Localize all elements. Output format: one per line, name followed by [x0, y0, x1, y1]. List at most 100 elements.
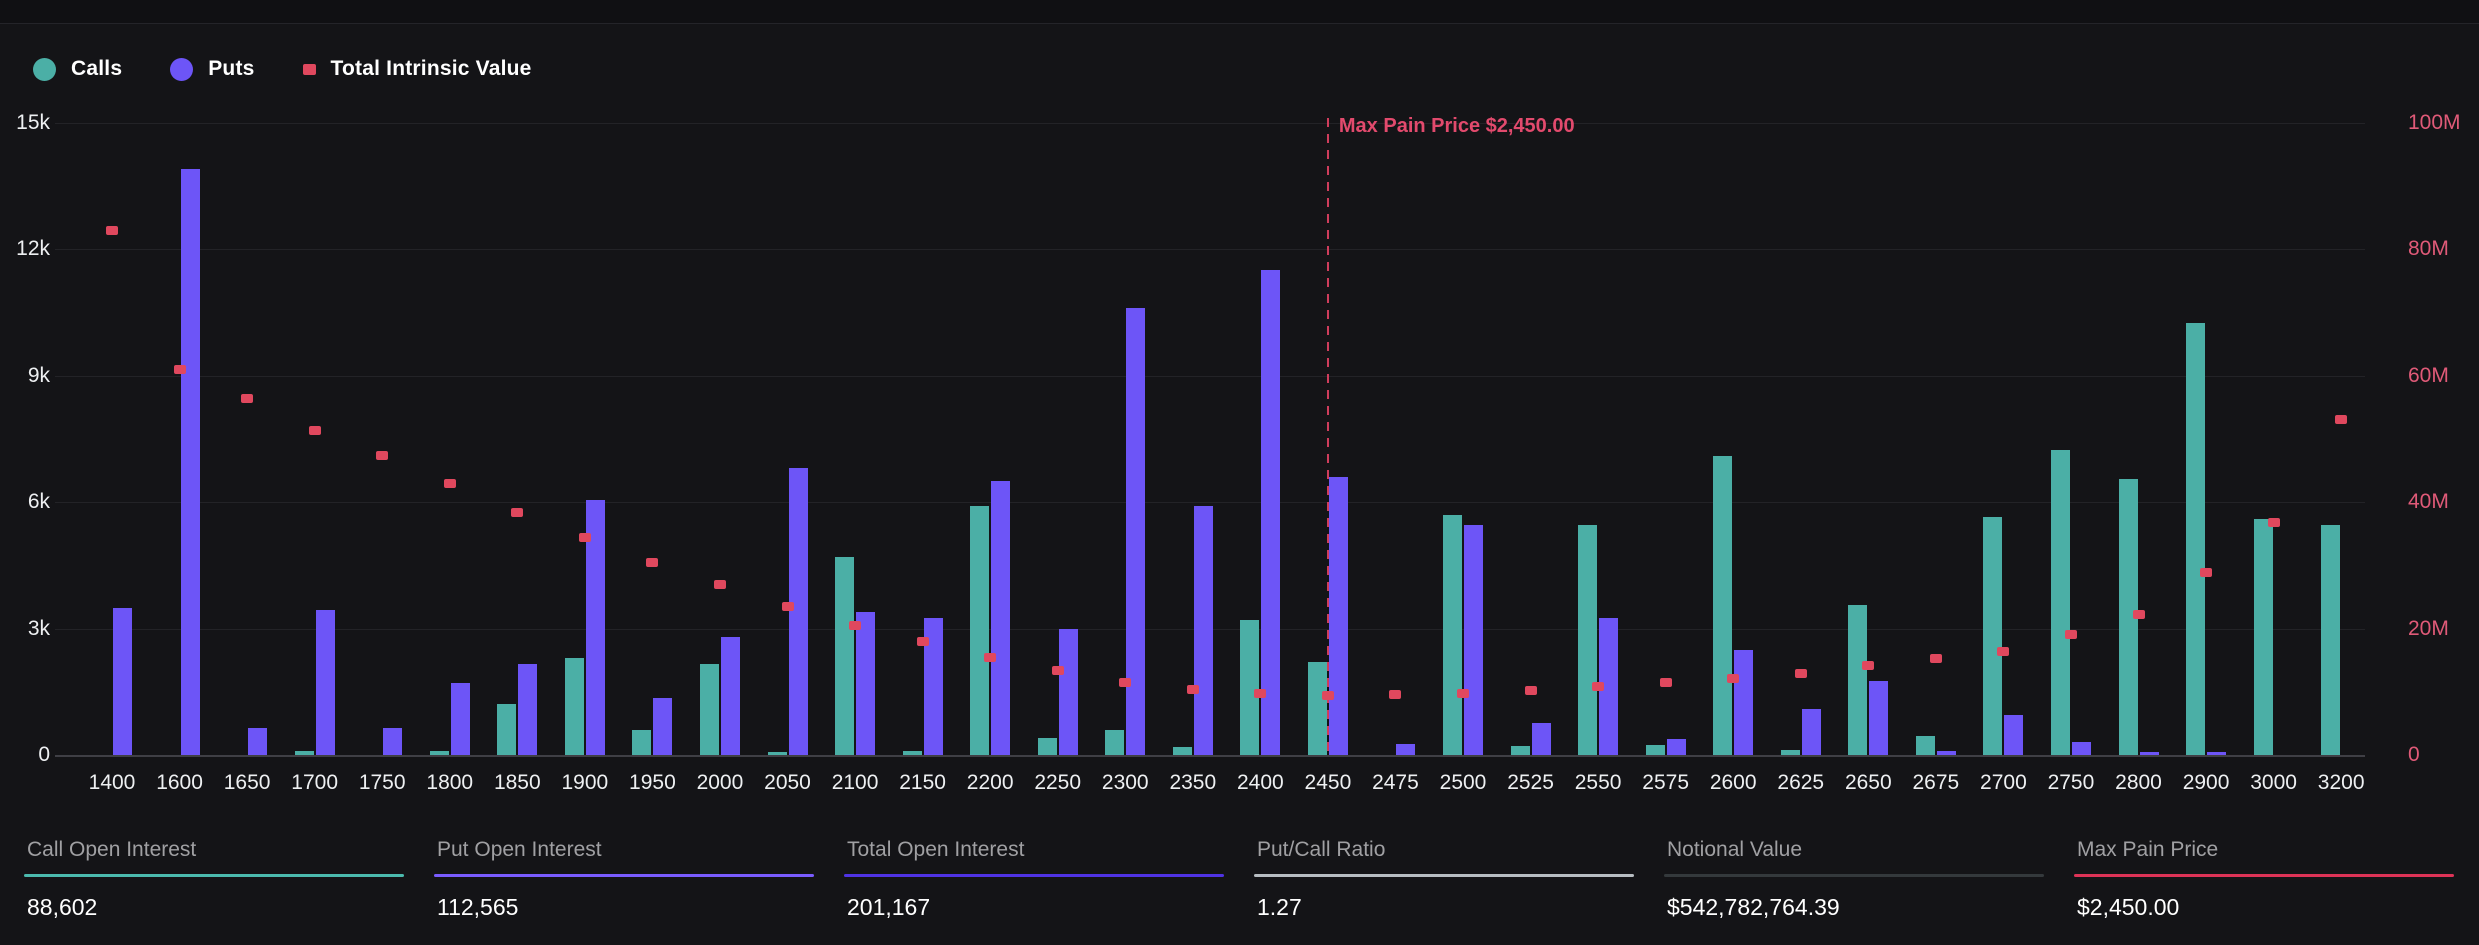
put-bar-strike-2450 [1328, 476, 1348, 755]
intrinsic-value-dot-strike-1750 [376, 450, 389, 460]
call-bar-strike-2050 [767, 752, 787, 755]
put-bar-strike-2200 [991, 481, 1011, 755]
put-bar-strike-2600 [1734, 649, 1754, 755]
chart-legend: Calls Puts Total Intrinsic Value [33, 57, 532, 81]
gridline [55, 123, 2365, 124]
call-bar-strike-2000 [699, 664, 719, 755]
x-axis-label-strike-1650: 1650 [223, 771, 271, 794]
put-bar-strike-2675 [1936, 750, 1956, 755]
legend-item-puts[interactable]: Puts [170, 57, 254, 81]
call-bar-strike-2900 [2186, 323, 2206, 755]
call-bar-strike-2150 [902, 750, 922, 755]
x-axis-label-strike-2450: 2450 [1304, 771, 1352, 794]
put-bar-strike-1750 [383, 727, 403, 755]
legend-item-label: Total Intrinsic Value [330, 57, 532, 80]
intrinsic-value-dot-strike-2900 [2200, 568, 2213, 578]
put-bar-strike-2625 [1801, 709, 1821, 755]
intrinsic-value-dot-strike-3200 [2335, 414, 2348, 424]
call-bar-strike-2400 [1240, 620, 1260, 755]
y-axis-label-right: 40M [2408, 490, 2449, 514]
put-bar-strike-1900 [585, 500, 605, 755]
intrinsic-value-dot-strike-2350 [1186, 684, 1199, 694]
x-axis-label-strike-2700: 2700 [1980, 771, 2027, 794]
put-bar-strike-2525 [1531, 722, 1551, 755]
call-bar-strike-2575 [1645, 744, 1665, 755]
gridline [55, 249, 2365, 251]
call-bar-strike-1950 [632, 729, 652, 755]
put-bar-strike-2575 [1666, 738, 1686, 755]
put-bar-strike-2650 [1869, 681, 1889, 755]
intrinsic-value-dot-strike-1400 [106, 226, 118, 236]
put-bar-strike-1600 [180, 169, 200, 755]
call-bar-strike-2525 [1510, 745, 1530, 755]
x-axis-label-strike-2625: 2625 [1777, 771, 1825, 794]
x-axis-label-strike-1950: 1950 [629, 771, 676, 794]
call-bar-strike-2700 [1983, 516, 2003, 755]
stat-value: 88,602 [27, 894, 98, 920]
x-axis-label-strike-2200: 2200 [966, 771, 1014, 794]
call-bar-strike-2675 [1915, 736, 1935, 755]
call-bar-strike-2450 [1307, 662, 1327, 755]
intrinsic-value-dot-strike-2100 [849, 621, 862, 631]
call-bar-strike-2650 [1848, 605, 1868, 755]
legend-item-calls[interactable]: Calls [33, 57, 122, 81]
max-pain-annotation-label: Max Pain Price $2,450.00 [1338, 115, 1575, 137]
legend-item-total-intrinsic-value[interactable]: Total Intrinsic Value [302, 57, 532, 81]
intrinsic-value-dot-strike-2250 [1051, 665, 1064, 675]
stat-value: $542,782,764.39 [1667, 894, 1840, 920]
put-bar-strike-1850 [518, 664, 538, 755]
intrinsic-value-dot-strike-1700 [308, 425, 321, 435]
intrinsic-value-dot-strike-2475 [1389, 689, 1402, 699]
call-bar-strike-2100 [835, 556, 855, 755]
x-axis-label-strike-1800: 1800 [426, 771, 474, 794]
call-bar-strike-1850 [497, 704, 517, 755]
stat-accent-underline [844, 874, 1224, 877]
call-bar-strike-2350 [1172, 746, 1192, 755]
intrinsic-value-dot-strike-1900 [578, 532, 591, 542]
intrinsic-value-dot-strike-2800 [2132, 610, 2145, 620]
x-axis-label-strike-2100: 2100 [831, 771, 879, 794]
x-axis-label-strike-2600: 2600 [1709, 771, 1757, 794]
y-axis-label-left: 6k [27, 490, 50, 514]
x-axis-label-strike-1600: 1600 [156, 771, 203, 794]
put-bar-strike-2000 [720, 637, 740, 755]
stat-accent-underline [2074, 874, 2454, 877]
put-bar-strike-2250 [1058, 628, 1078, 755]
legend-item-label: Puts [208, 57, 255, 80]
stat-value: 201,167 [847, 894, 931, 920]
call-bar-strike-1900 [564, 658, 584, 755]
call-bar-strike-1800 [429, 750, 449, 755]
intrinsic-value-dot-strike-2525 [1524, 685, 1537, 695]
call-bar-strike-2500 [1443, 514, 1462, 755]
intrinsic-value-dot-strike-2150 [916, 637, 929, 647]
intrinsic-value-dot-strike-2675 [1929, 654, 1942, 664]
stat-label: Total Open Interest [847, 838, 1025, 861]
y-axis-label-right: 60M [2408, 363, 2449, 387]
x-axis-label-strike-2150: 2150 [899, 771, 946, 794]
intrinsic-value-dot-strike-2700 [1997, 646, 2010, 656]
y-axis-label-right: 20M [2408, 616, 2449, 640]
intrinsic-value-dot-strike-2550 [1592, 682, 1605, 692]
stat-max-pain-price: Max Pain Price $2,450.00 [2074, 838, 2454, 928]
x-axis-label-strike-2650: 2650 [1844, 771, 1892, 794]
x-axis-label-strike-2350: 2350 [1169, 771, 1217, 794]
put-bar-strike-2500 [1464, 525, 1483, 755]
stat-label: Put Open Interest [437, 838, 602, 861]
put-bar-strike-2050 [788, 468, 808, 755]
x-axis-label-strike-2525: 2525 [1507, 771, 1554, 794]
x-axis-label-strike-2900: 2900 [2182, 771, 2230, 794]
put-bar-strike-1700 [315, 609, 335, 755]
x-axis-label-strike-1900: 1900 [561, 771, 609, 794]
intrinsic-value-dot-strike-3000 [2267, 518, 2280, 528]
call-bar-strike-1700 [294, 750, 314, 755]
call-bar-strike-2750 [2050, 449, 2070, 755]
stat-total-open-interest: Total Open Interest 201,167 [844, 838, 1224, 928]
y-axis-label-left: 3k [27, 616, 50, 640]
x-axis-label-strike-2300: 2300 [1101, 771, 1149, 794]
x-axis-label-strike-1750: 1750 [358, 771, 406, 794]
put-bar-strike-1400 [113, 607, 132, 755]
y-axis-label-right: 0 [2408, 743, 2420, 766]
call-bar-strike-3200 [2321, 525, 2341, 755]
stat-label: Max Pain Price [2077, 838, 2219, 861]
y-axis-label-left: 12k [16, 237, 50, 261]
